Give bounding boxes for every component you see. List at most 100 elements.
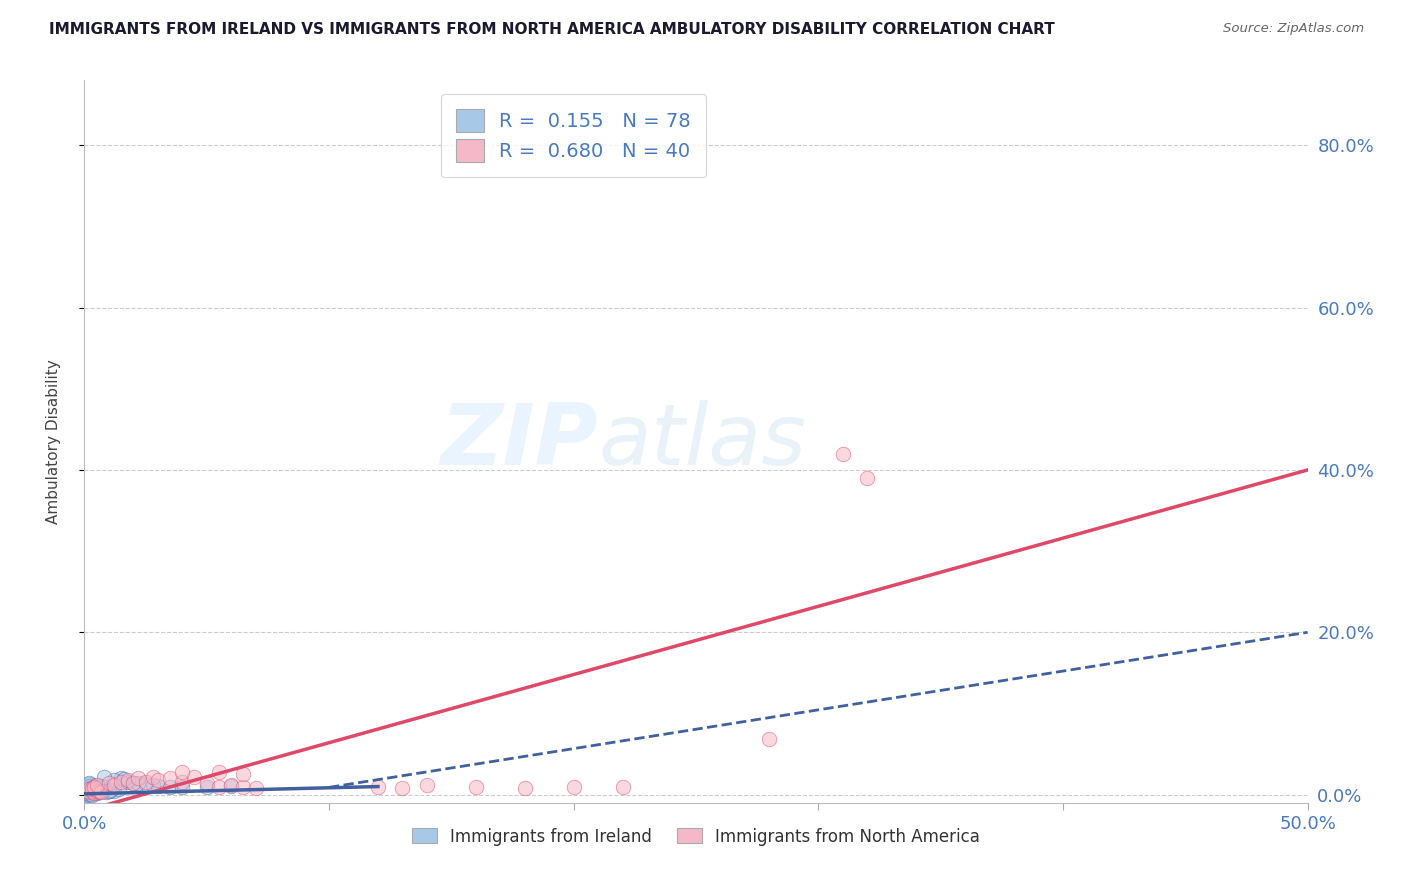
Point: [77, 777, 100, 791]
Point: [245, 781, 267, 796]
Point: [80, 782, 103, 797]
Point: [77, 782, 100, 797]
Point: [232, 780, 254, 794]
Point: [77, 785, 100, 799]
Point: [87, 783, 110, 797]
Point: [83, 785, 105, 799]
Point: [96, 785, 118, 799]
Point: [77, 780, 100, 794]
Point: [100, 782, 122, 797]
Point: [83, 785, 105, 799]
Point: [83, 782, 105, 797]
Point: [76, 782, 98, 797]
Point: [80, 780, 103, 795]
Point: [127, 772, 149, 786]
Point: [107, 782, 129, 797]
Point: [77, 781, 100, 796]
Point: [80, 783, 103, 797]
Point: [76, 781, 98, 796]
Point: [195, 776, 218, 790]
Point: [77, 783, 100, 797]
Point: [110, 772, 132, 786]
Point: [86, 782, 108, 797]
Point: [76, 785, 98, 799]
Point: [80, 786, 103, 800]
Point: [76, 784, 98, 798]
Point: [159, 772, 181, 786]
Point: [76, 783, 98, 797]
Point: [146, 779, 169, 793]
Point: [86, 784, 108, 798]
Point: [77, 779, 100, 793]
Point: [80, 784, 103, 798]
Point: [513, 781, 536, 796]
Point: [112, 772, 135, 787]
Point: [146, 773, 169, 788]
Point: [117, 773, 139, 788]
Point: [142, 778, 165, 792]
Point: [77, 782, 100, 797]
Point: [77, 776, 100, 790]
Point: [77, 780, 100, 795]
Point: [93, 780, 115, 795]
Point: [86, 786, 108, 800]
Point: [142, 770, 165, 784]
Point: [122, 775, 145, 789]
Text: atlas: atlas: [598, 400, 806, 483]
Point: [90, 784, 112, 798]
Point: [83, 784, 105, 798]
Point: [83, 782, 105, 797]
Point: [77, 787, 100, 801]
Point: [87, 785, 110, 799]
Point: [562, 780, 585, 794]
Point: [172, 780, 194, 795]
Point: [219, 778, 242, 792]
Point: [159, 780, 181, 794]
Point: [93, 770, 115, 784]
Point: [87, 780, 110, 794]
Point: [76, 788, 98, 802]
Point: [758, 732, 780, 747]
Point: [83, 786, 105, 800]
Point: [80, 780, 103, 794]
Point: [80, 782, 103, 797]
Point: [97, 784, 120, 798]
Point: [103, 783, 125, 797]
Point: [83, 783, 105, 797]
Point: [612, 780, 634, 794]
Point: [416, 778, 439, 792]
Point: [87, 783, 110, 797]
Point: [90, 779, 112, 793]
Text: IMMIGRANTS FROM IRELAND VS IMMIGRANTS FROM NORTH AMERICA AMBULATORY DISABILITY C: IMMIGRANTS FROM IRELAND VS IMMIGRANTS FR…: [49, 22, 1054, 37]
Point: [80, 783, 103, 797]
Point: [391, 781, 413, 796]
Point: [86, 782, 108, 797]
Y-axis label: Ambulatory Disability: Ambulatory Disability: [46, 359, 60, 524]
Point: [77, 785, 100, 799]
Point: [195, 780, 218, 794]
Point: [183, 770, 205, 784]
Point: [90, 781, 112, 796]
Point: [172, 774, 194, 789]
Legend: Immigrants from Ireland, Immigrants from North America: Immigrants from Ireland, Immigrants from…: [405, 821, 987, 852]
Point: [367, 780, 389, 794]
Point: [127, 776, 149, 790]
Point: [117, 774, 139, 789]
Point: [831, 447, 853, 461]
Point: [77, 784, 100, 798]
Point: [86, 784, 108, 798]
Point: [76, 779, 98, 793]
Point: [80, 788, 103, 802]
Point: [80, 785, 103, 799]
Point: [208, 764, 231, 779]
Point: [76, 787, 98, 801]
Point: [80, 778, 103, 792]
Point: [93, 782, 115, 797]
Point: [97, 775, 120, 789]
Point: [464, 780, 486, 794]
Point: [76, 782, 98, 797]
Point: [208, 780, 231, 794]
Text: Source: ZipAtlas.com: Source: ZipAtlas.com: [1223, 22, 1364, 36]
Point: [856, 471, 879, 485]
Point: [83, 786, 105, 800]
